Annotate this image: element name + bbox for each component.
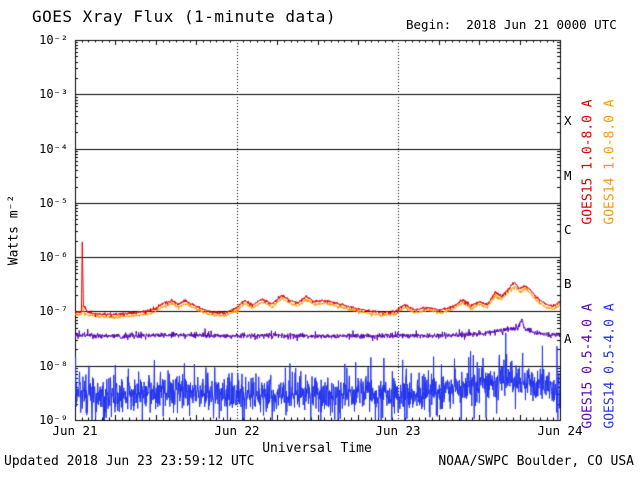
y-tick-label: 10⁻⁵: [39, 196, 68, 210]
y-tick-label: 10⁻³: [39, 87, 68, 101]
x-axis-label: Universal Time: [262, 441, 372, 456]
y-axis-label: Watts m⁻²: [6, 194, 22, 266]
flare-class-letter: M: [564, 168, 572, 183]
series-label-goes15-long: GOES15 1.0-8.0 A: [580, 99, 596, 225]
y-tick-label: 10⁻⁴: [39, 142, 68, 156]
x-tick-label: Jun 24: [537, 423, 583, 438]
series-label-goes14-short: GOES14 0.5-4.0 A: [602, 303, 618, 429]
x-tick-label: Jun 22: [214, 423, 260, 438]
y-tick-label: 10⁻⁶: [39, 250, 68, 264]
y-tick-label: 10⁻⁷: [39, 304, 68, 318]
flare-class-letter: B: [564, 276, 572, 291]
y-tick-label: 10⁻⁸: [39, 359, 68, 373]
begin-label: Begin: 2018 Jun 21 0000 UTC: [406, 17, 617, 32]
y-tick-label: 10⁻²: [39, 33, 68, 47]
series-label-goes14-long: GOES14 1.0-8.0 A: [602, 99, 618, 225]
flare-class-letter: C: [564, 222, 572, 237]
series-label-goes15-short: GOES15 0.5-4.0 A: [580, 303, 596, 429]
x-tick-label: Jun 21: [52, 423, 98, 438]
chart-title: GOES Xray Flux (1-minute data): [32, 7, 336, 26]
updated-timestamp: Updated 2018 Jun 23 23:59:12 UTC: [4, 454, 255, 469]
y-tick-label: 10⁻⁹: [39, 413, 68, 427]
flare-class-letter: A: [564, 331, 572, 346]
source-credit: NOAA/SWPC Boulder, CO USA: [438, 454, 634, 469]
flare-class-letter: X: [564, 113, 572, 128]
x-tick-label: Jun 23: [375, 423, 421, 438]
